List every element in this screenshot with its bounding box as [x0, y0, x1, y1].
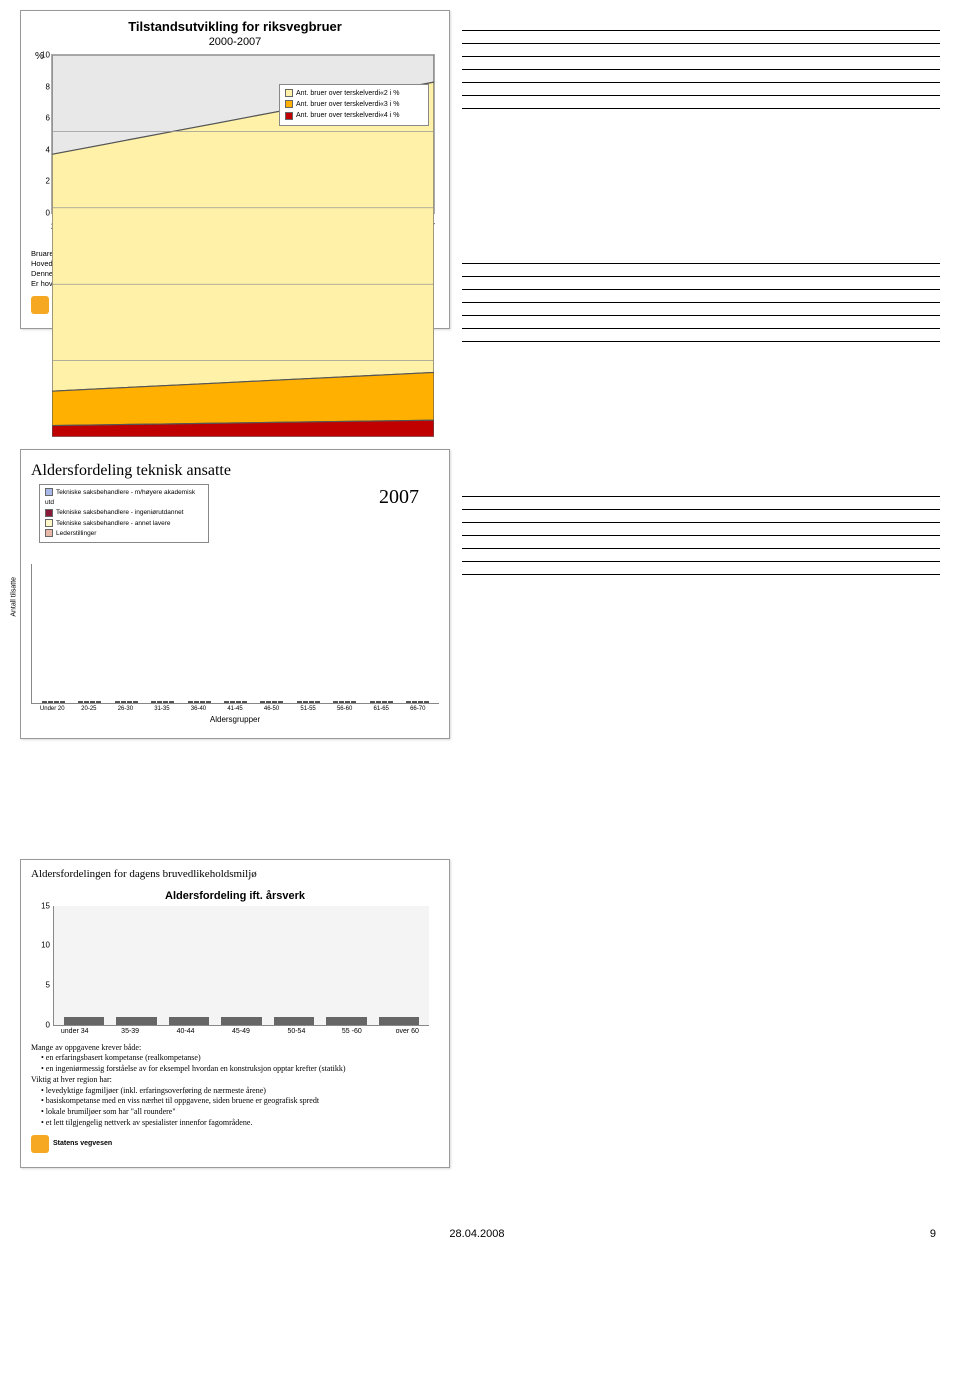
y-axis: 0246810: [38, 55, 52, 213]
slide3-bullets: Mange av oppgavene krever både: • en erf…: [31, 1043, 439, 1129]
b-intro: Mange av oppgavene krever både:: [31, 1043, 439, 1054]
rule: [462, 108, 940, 109]
rule: [462, 276, 940, 277]
slide1-subtitle: 2000-2007: [31, 36, 439, 48]
b4: • basiskompetanse med en viss nærhet til…: [31, 1096, 439, 1107]
slides-column: Tilstandsutvikling for riksvegbruer 2000…: [20, 10, 450, 1188]
grouped-bar-chart: Antall tilsatte: [31, 564, 439, 704]
rule: [462, 302, 940, 303]
page-footer: 28.04.2008 9: [24, 1228, 936, 1240]
year-badge: 2007: [379, 486, 419, 509]
vegvesen-logo-icon: [31, 296, 49, 314]
vegvesen-logo-icon: [31, 1135, 49, 1153]
x-labels-2: Under 2020-2526-3031-3536-4041-4546-5051…: [31, 704, 439, 712]
b-mid: Viktig at hver region har:: [31, 1075, 439, 1086]
rule: [462, 315, 940, 316]
rule: [462, 522, 940, 523]
rule: [462, 548, 940, 549]
b1: • en erfaringsbasert kompetanse (realkom…: [31, 1053, 439, 1064]
rule: [462, 263, 940, 264]
footer-page: 9: [930, 1228, 936, 1240]
y-axis-label-2: Antall tilsatte: [11, 577, 18, 617]
b5: • lokale brumiljøer som har "all rounder…: [31, 1107, 439, 1118]
rule: [462, 43, 940, 44]
b6: • et lett tilgjengelig nettverk av spesi…: [31, 1118, 439, 1129]
slide2-title: Aldersfordeling teknisk ansatte: [31, 458, 439, 484]
notes-column: [462, 10, 940, 1188]
logo-text-3: Statens vegvesen: [53, 1140, 112, 1147]
legend-2: Tekniske saksbehandlere - m/høyere akade…: [39, 484, 209, 544]
stacked-bar-chart: 051015: [53, 906, 429, 1026]
page: Tilstandsutvikling for riksvegbruer 2000…: [0, 0, 960, 1198]
rule: [462, 69, 940, 70]
b2: • en ingeniørmessig forståelse av for ek…: [31, 1064, 439, 1075]
slide-2: Aldersfordeling teknisk ansatte Tekniske…: [20, 449, 450, 739]
rule: [462, 95, 940, 96]
x-axis-label-2: Aldersgrupper: [31, 715, 439, 724]
slide-3: Aldersfordelingen for dagens bruvedlikeh…: [20, 859, 450, 1168]
x-labels-3: under 3435-3940-4445-4950-5455 -60over 6…: [31, 1026, 439, 1035]
legend-1: Ant. bruer over terskelverdi«2 i %Ant. b…: [279, 84, 429, 126]
rule: [462, 56, 940, 57]
rule: [462, 574, 940, 575]
rule: [462, 496, 940, 497]
area-chart: 0246810: [51, 54, 435, 214]
rule: [462, 509, 940, 510]
rule: [462, 82, 940, 83]
footer-date: 28.04.2008: [449, 1228, 504, 1240]
logo-row-3: Statens vegvesen: [31, 1135, 439, 1153]
slide1-title: Tilstandsutvikling for riksvegbruer: [31, 19, 439, 34]
rule: [462, 341, 940, 342]
rule: [462, 289, 940, 290]
rule: [462, 561, 940, 562]
slide-1: Tilstandsutvikling for riksvegbruer 2000…: [20, 10, 450, 329]
rule: [462, 30, 940, 31]
rule: [462, 328, 940, 329]
b3: • levedyktige fagmiljøer (inkl. erfaring…: [31, 1086, 439, 1097]
chart3-title: Aldersfordeling ift. årsverk: [31, 890, 439, 902]
slide3-title: Aldersfordelingen for dagens bruvedlikeh…: [31, 868, 439, 880]
rule: [462, 535, 940, 536]
y-axis-3: 051015: [36, 906, 52, 1025]
